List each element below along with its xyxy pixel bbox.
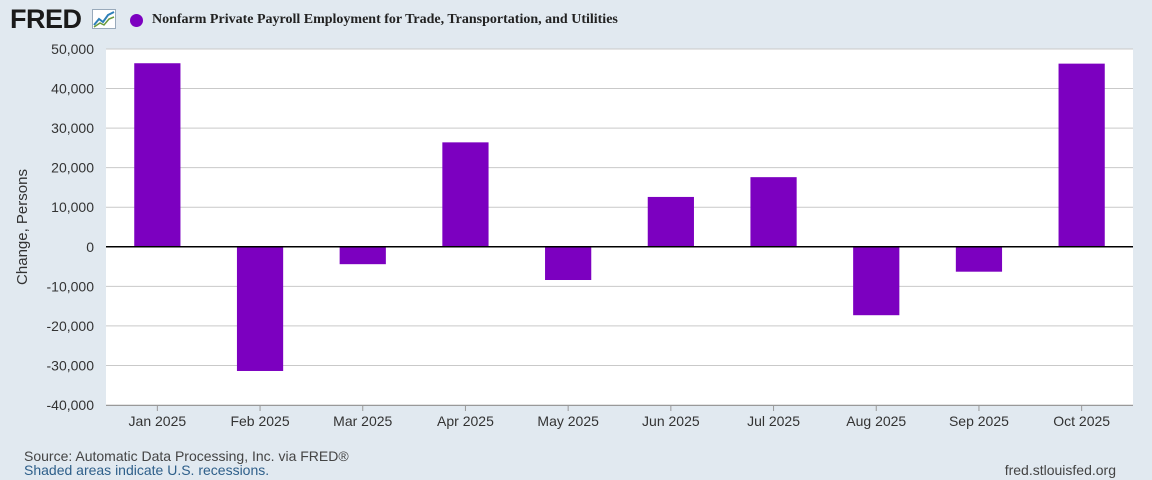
- bar[interactable]: [853, 246, 900, 316]
- y-tick-label: 50,000: [51, 41, 94, 57]
- legend-marker: [130, 14, 143, 27]
- x-tick-label: Jan 2025: [129, 413, 187, 429]
- y-tick-label: 10,000: [51, 199, 94, 215]
- y-tick-label: 30,000: [51, 120, 94, 136]
- bar[interactable]: [236, 246, 284, 371]
- x-tick-label: Jun 2025: [642, 413, 700, 429]
- y-tick-label: -30,000: [47, 357, 95, 373]
- y-tick-label: 20,000: [51, 160, 94, 176]
- bar[interactable]: [134, 63, 181, 247]
- bar[interactable]: [750, 177, 797, 247]
- bar[interactable]: [442, 142, 489, 247]
- x-tick-label: Feb 2025: [230, 413, 289, 429]
- y-tick-label: -10,000: [47, 278, 95, 294]
- x-tick-label: Jul 2025: [747, 413, 800, 429]
- bar[interactable]: [955, 246, 1003, 272]
- y-tick-label: 0: [86, 239, 94, 255]
- bar[interactable]: [647, 196, 694, 247]
- bar-chart: 50,000 40,000 30,000 20,000 10,000 0 -10,000 -2…: [14, 41, 1133, 429]
- legend-label[interactable]: Nonfarm Private Payroll Employment for T…: [152, 12, 618, 27]
- x-tick-label: Sep 2025: [949, 413, 1009, 429]
- chart-header: FRED Nonfarm Private Payroll Employment …: [0, 0, 1152, 44]
- y-tick-label: -20,000: [47, 318, 95, 334]
- bar[interactable]: [1058, 63, 1105, 247]
- x-tick-label: Apr 2025: [437, 413, 494, 429]
- source-note: Source: Automatic Data Processing, Inc. …: [24, 448, 349, 464]
- x-tick-label: May 2025: [537, 413, 599, 429]
- y-tick-label: -40,000: [47, 397, 95, 413]
- fred-url[interactable]: fred.stlouisfed.org: [1004, 462, 1116, 478]
- x-tick-label: Aug 2025: [846, 413, 906, 429]
- bar[interactable]: [545, 246, 592, 281]
- fred-logo[interactable]: FRED: [10, 4, 82, 34]
- x-tick-label: Mar 2025: [333, 413, 392, 429]
- line-chart-icon: [92, 9, 116, 29]
- x-tick-label: Oct 2025: [1053, 413, 1110, 429]
- bar[interactable]: [339, 246, 386, 265]
- recession-note[interactable]: Shaded areas indicate U.S. recessions.: [24, 462, 270, 478]
- y-axis-title: Change, Persons: [14, 169, 31, 285]
- y-tick-label: 40,000: [51, 81, 94, 97]
